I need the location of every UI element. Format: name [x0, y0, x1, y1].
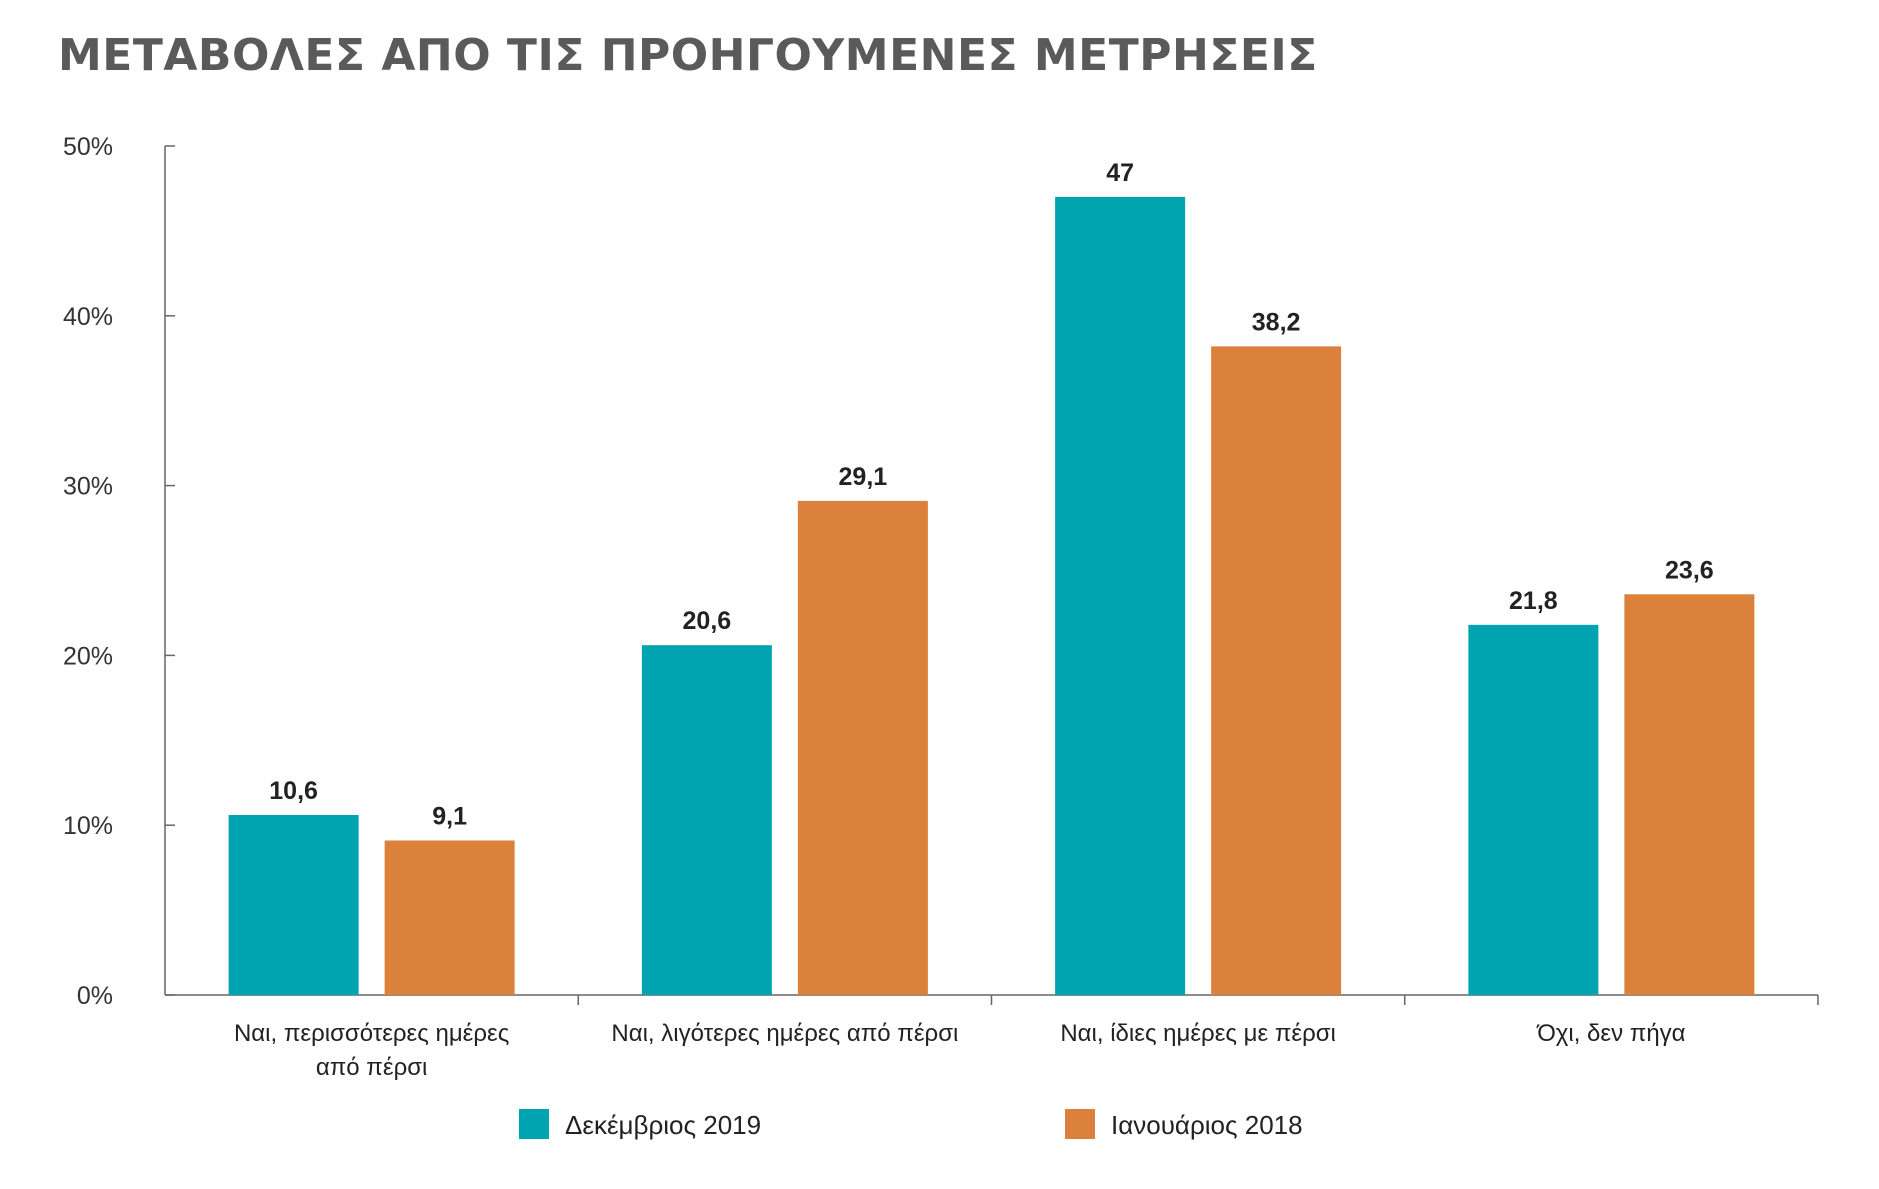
y-tick-label: 20%	[63, 642, 113, 670]
legend: Δεκέμβριος 2019 Ιανουάριος 2018	[519, 1109, 1303, 1140]
data-label: 10,6	[269, 777, 318, 805]
data-label: 47	[1106, 159, 1134, 187]
category-label: από πέρσι	[316, 1054, 428, 1081]
category-label: Ναι, περισσότερες ημέρες	[234, 1020, 509, 1047]
labels: 10,6 9,1 Ναι, περισσότερες ημέρες από πέρσι…	[234, 159, 1714, 1081]
data-label: 38,2	[1252, 308, 1301, 336]
data-label: 23,6	[1665, 556, 1714, 584]
data-label: 9,1	[432, 802, 467, 830]
legend-swatch	[519, 1109, 549, 1139]
legend-swatch	[1065, 1109, 1095, 1139]
y-tick-label: 0%	[77, 982, 113, 1010]
bar	[384, 840, 515, 995]
bar	[1468, 624, 1599, 995]
y-tick-label: 50%	[63, 133, 113, 161]
data-label: 20,6	[683, 607, 732, 635]
category-label: Όχι, δεν πήγα	[1536, 1020, 1685, 1047]
legend-label: Δεκέμβριος 2019	[565, 1110, 761, 1140]
category-label: Ναι, ίδιες ημέρες με πέρσι	[1060, 1020, 1336, 1047]
y-tick-label: 40%	[63, 303, 113, 331]
bar	[641, 645, 772, 995]
bar	[1055, 196, 1186, 995]
data-label: 21,8	[1509, 587, 1558, 615]
bar	[1624, 594, 1755, 995]
category-label: Ναι, λιγότερες ημέρες από πέρσι	[611, 1020, 958, 1047]
y-tick-label: 30%	[63, 473, 113, 501]
chart-title: ΜΕΤΑΒΟΛΕΣ ΑΠΟ ΤΙΣ ΠΡΟΗΓΟΥΜΕΝΕΣ ΜΕΤΡΗΣΕΙΣ	[58, 30, 1318, 81]
bar	[228, 815, 359, 995]
legend-label: Ιανουάριος 2018	[1111, 1110, 1303, 1140]
data-label: 29,1	[839, 463, 888, 491]
bar	[797, 500, 928, 995]
bar	[1211, 346, 1342, 995]
y-tick-label: 10%	[63, 812, 113, 840]
bars	[228, 196, 1755, 995]
